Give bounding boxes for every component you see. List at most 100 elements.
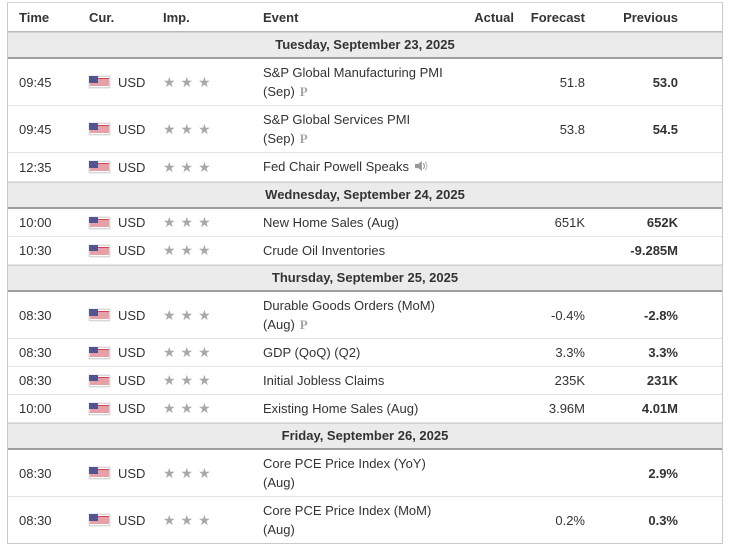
event-name-cell: GDP (QoQ) (Q2) bbox=[261, 343, 463, 362]
currency-code: USD bbox=[118, 121, 146, 137]
flag-canton bbox=[89, 467, 98, 474]
currency-code: USD bbox=[118, 74, 146, 90]
event-time: 08:30 bbox=[19, 307, 52, 323]
forecast-value: 3.96M bbox=[548, 401, 585, 416]
event-currency-cell: USD bbox=[86, 306, 158, 325]
col-header-event: Event bbox=[263, 9, 299, 25]
forecast-value: 651K bbox=[554, 215, 585, 230]
event-time: 09:45 bbox=[19, 121, 52, 137]
col-header-actual: Actual bbox=[474, 9, 514, 25]
currency-code: USD bbox=[118, 243, 146, 258]
event-row[interactable]: 08:30 USD ★★★ Initial Jobless Claims 235… bbox=[8, 367, 722, 395]
importance-stars: ★★★ bbox=[163, 214, 216, 230]
day-header-label: Thursday, September 25, 2025 bbox=[271, 270, 459, 285]
currency-code: USD bbox=[118, 159, 146, 175]
event-currency-cell: USD bbox=[86, 511, 158, 530]
day-header: Tuesday, September 23, 2025 bbox=[8, 32, 722, 59]
previous-value: 231K bbox=[646, 373, 678, 388]
preliminary-icon: P bbox=[299, 317, 308, 332]
event-name-cell: Crude Oil Inventories bbox=[261, 241, 463, 260]
us-flag-icon bbox=[89, 309, 110, 321]
event-name-cell: Core PCE Price Index (MoM) (Aug) bbox=[261, 501, 463, 539]
preliminary-icon: P bbox=[299, 84, 308, 99]
event-label[interactable]: Core PCE Price Index (MoM) (Aug) bbox=[263, 503, 432, 537]
col-header-importance: Imp. bbox=[163, 9, 190, 25]
us-flag-icon bbox=[89, 402, 110, 415]
currency-code: USD bbox=[118, 307, 146, 323]
event-row[interactable]: 10:00 USD ★★★ Existing Home Sales (Aug) … bbox=[8, 395, 722, 423]
importance-stars: ★★★ bbox=[163, 242, 216, 258]
event-name-cell: S&P Global Manufacturing PMI (Sep) P bbox=[261, 63, 463, 101]
event-row[interactable]: 08:30 USD ★★★ Core PCE Price Index (YoY)… bbox=[8, 450, 722, 497]
event-label[interactable]: Core PCE Price Index (YoY) (Aug) bbox=[263, 456, 426, 490]
col-header-previous: Previous bbox=[623, 9, 678, 25]
flag-canton bbox=[89, 123, 98, 130]
flag-canton bbox=[89, 402, 98, 409]
economic-calendar: Time Cur. Imp. Event Actual Forecast Pre… bbox=[7, 2, 723, 544]
event-row[interactable]: 08:30 USD ★★★ Durable Goods Orders (MoM)… bbox=[8, 292, 722, 339]
previous-value: 53.0 bbox=[652, 74, 678, 90]
us-flag-icon bbox=[89, 514, 110, 526]
col-header-time: Time bbox=[19, 9, 50, 25]
us-flag-icon bbox=[89, 216, 110, 229]
forecast-value: 3.3% bbox=[555, 345, 585, 360]
importance-stars: ★★★ bbox=[163, 464, 216, 481]
event-label[interactable]: GDP (QoQ) (Q2) bbox=[263, 345, 361, 360]
event-row[interactable]: 10:30 USD ★★★ Crude Oil Inventories -9.2… bbox=[8, 237, 722, 265]
importance-stars: ★★★ bbox=[163, 73, 216, 90]
event-row[interactable]: 09:45 USD ★★★ S&P Global Manufacturing P… bbox=[8, 59, 722, 106]
event-name-cell: New Home Sales (Aug) bbox=[261, 213, 463, 232]
event-label[interactable]: Existing Home Sales (Aug) bbox=[263, 401, 419, 416]
event-currency-cell: USD bbox=[86, 371, 158, 390]
event-name-cell: Durable Goods Orders (MoM) (Aug) P bbox=[261, 296, 463, 334]
forecast-value: 235K bbox=[554, 373, 585, 388]
day-header-label: Friday, September 26, 2025 bbox=[281, 428, 449, 443]
event-label[interactable]: New Home Sales (Aug) bbox=[263, 215, 399, 230]
event-label[interactable]: Fed Chair Powell Speaks bbox=[263, 159, 409, 174]
speaker-icon bbox=[414, 158, 428, 177]
event-time: 10:30 bbox=[19, 243, 52, 258]
importance-stars: ★★★ bbox=[163, 306, 216, 323]
event-label[interactable]: S&P Global Manufacturing PMI (Sep) bbox=[263, 65, 443, 99]
forecast-value: 51.8 bbox=[559, 74, 585, 90]
event-name-cell: Existing Home Sales (Aug) bbox=[261, 399, 463, 418]
event-row[interactable]: 10:00 USD ★★★ New Home Sales (Aug) 651K … bbox=[8, 209, 722, 237]
currency-code: USD bbox=[118, 401, 146, 416]
event-label[interactable]: S&P Global Services PMI (Sep) bbox=[263, 112, 411, 146]
flag-canton bbox=[89, 244, 98, 251]
event-row[interactable]: 08:30 USD ★★★ GDP (QoQ) (Q2) 3.3% 3.3% bbox=[8, 339, 722, 367]
event-row[interactable]: 12:35 USD ★★★ Fed Chair Powell Speaks bbox=[8, 153, 722, 182]
event-label[interactable]: Initial Jobless Claims bbox=[263, 373, 385, 388]
forecast-value: 0.2% bbox=[555, 512, 585, 528]
flag-canton bbox=[89, 309, 98, 316]
event-row[interactable]: 09:45 USD ★★★ S&P Global Services PMI (S… bbox=[8, 106, 722, 153]
currency-code: USD bbox=[118, 465, 146, 481]
event-currency-cell: USD bbox=[86, 120, 158, 139]
currency-code: USD bbox=[118, 215, 146, 230]
forecast-value: 53.8 bbox=[559, 121, 585, 137]
col-header-forecast: Forecast bbox=[530, 9, 585, 25]
event-time: 10:00 bbox=[19, 401, 52, 416]
flag-canton bbox=[89, 216, 98, 223]
event-currency-cell: USD bbox=[86, 158, 158, 177]
us-flag-icon bbox=[89, 467, 110, 479]
event-label[interactable]: Durable Goods Orders (MoM) (Aug) bbox=[263, 298, 435, 332]
previous-value: -9.285M bbox=[630, 243, 678, 258]
event-time: 12:35 bbox=[19, 159, 52, 175]
previous-value: -2.8% bbox=[644, 307, 678, 323]
event-currency-cell: USD bbox=[86, 464, 158, 483]
event-currency-cell: USD bbox=[86, 213, 158, 232]
event-currency-cell: USD bbox=[86, 73, 158, 92]
importance-stars: ★★★ bbox=[163, 400, 216, 416]
event-name-cell: Fed Chair Powell Speaks bbox=[261, 157, 463, 177]
event-name-cell: Initial Jobless Claims bbox=[261, 371, 463, 390]
event-row[interactable]: 08:30 USD ★★★ Core PCE Price Index (MoM)… bbox=[8, 497, 722, 543]
event-name-cell: S&P Global Services PMI (Sep) P bbox=[261, 110, 463, 148]
event-currency-cell: USD bbox=[86, 241, 158, 260]
currency-code: USD bbox=[118, 345, 146, 360]
column-header-row: Time Cur. Imp. Event Actual Forecast Pre… bbox=[8, 3, 722, 32]
event-time: 08:30 bbox=[19, 345, 52, 360]
event-label[interactable]: Crude Oil Inventories bbox=[263, 243, 386, 258]
forecast-value: -0.4% bbox=[551, 307, 585, 323]
event-currency-cell: USD bbox=[86, 343, 158, 362]
